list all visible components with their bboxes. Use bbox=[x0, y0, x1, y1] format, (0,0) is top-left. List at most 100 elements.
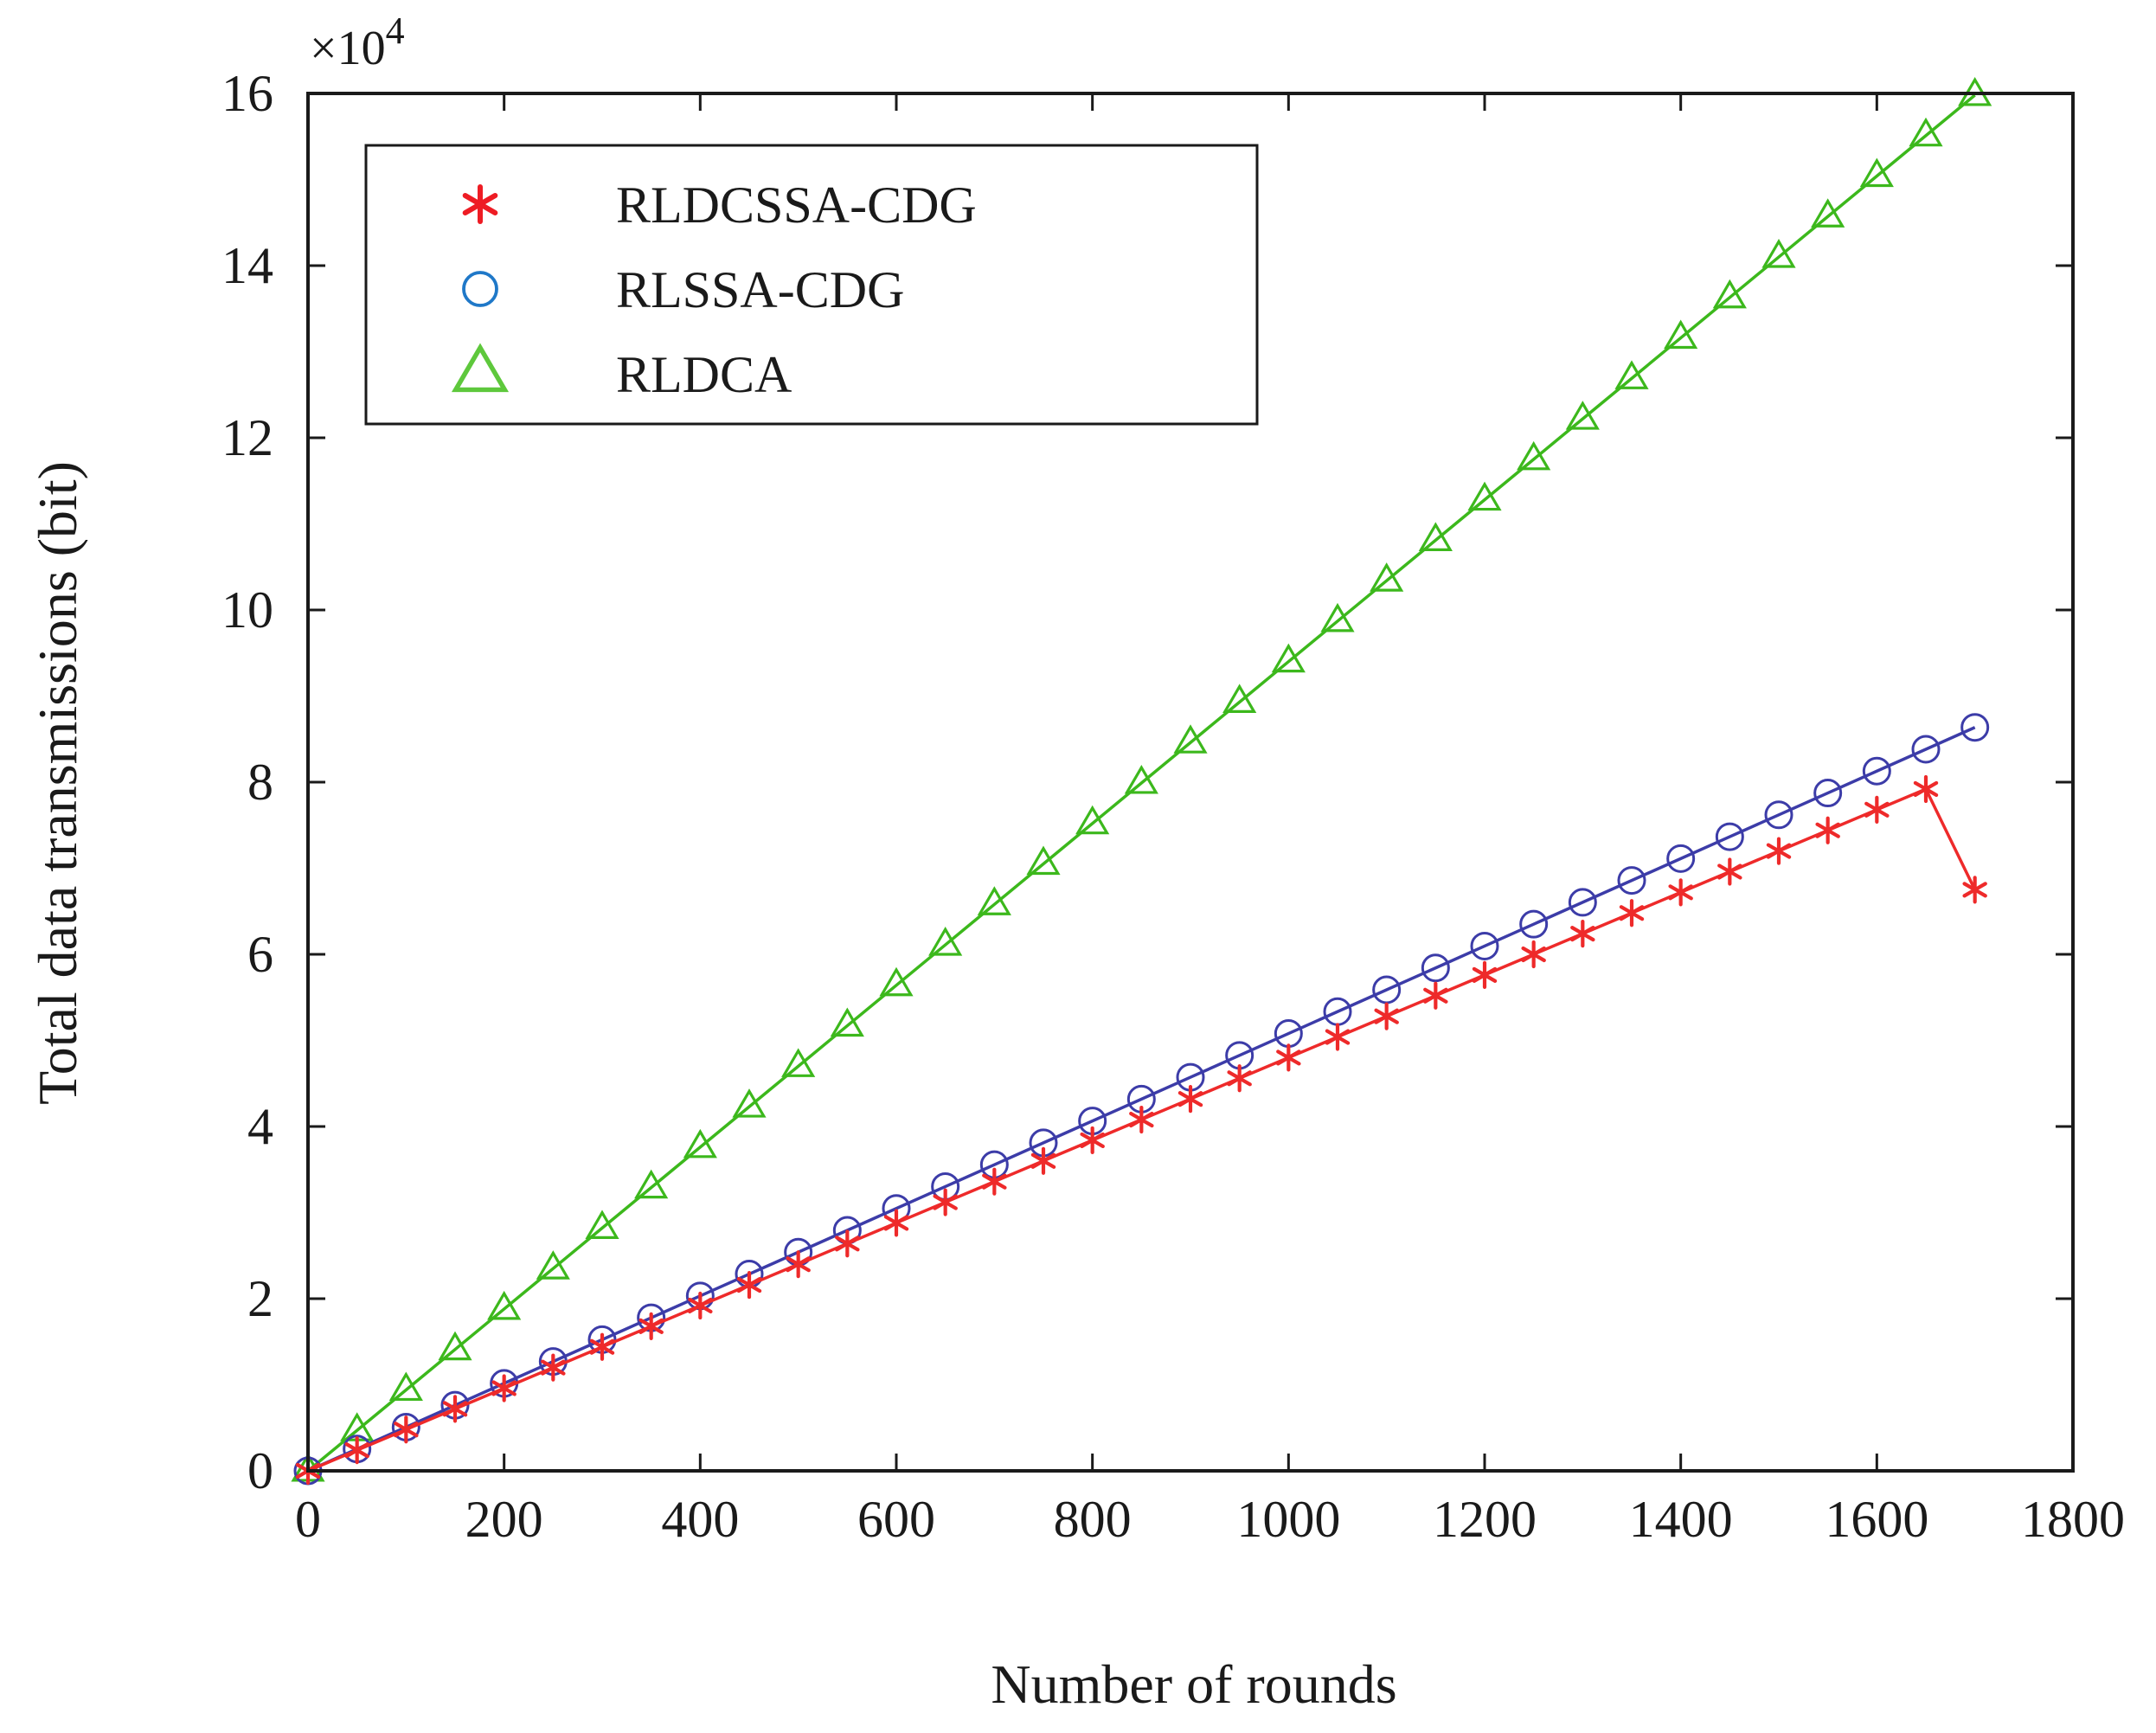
asterisk-stroke bbox=[1521, 946, 1546, 963]
data-point-triangle bbox=[928, 927, 963, 956]
data-point-asterisk bbox=[1864, 795, 1890, 824]
legend-entry: RLSSA-CDG bbox=[462, 261, 904, 318]
asterisk-stroke bbox=[1227, 1070, 1252, 1087]
legend-label: RLDCSSA-CDG bbox=[616, 177, 977, 234]
data-point-triangle bbox=[1614, 360, 1649, 389]
data-point-triangle bbox=[1859, 157, 1894, 188]
series-rldca bbox=[291, 76, 1992, 1482]
data-point-triangle bbox=[634, 1169, 669, 1199]
asterisk-stroke bbox=[1815, 822, 1840, 838]
data-point-triangle bbox=[1664, 319, 1698, 350]
data-point-triangle bbox=[1222, 684, 1257, 714]
axes: 0 200 400 600 800 1000 1200 1400 1600 1800 0 2 4 6 8 10… bbox=[221, 65, 2125, 1548]
asterisk-stroke bbox=[1668, 884, 1693, 901]
data-point-triangle bbox=[1811, 198, 1845, 228]
y-tick-label: 16 bbox=[221, 65, 273, 122]
data-point-asterisk bbox=[442, 1395, 468, 1423]
asterisk-stroke bbox=[835, 1236, 860, 1252]
asterisk-stroke bbox=[982, 1173, 1007, 1190]
data-point-asterisk bbox=[1177, 1085, 1203, 1114]
asterisk-stroke bbox=[1080, 1132, 1105, 1149]
y-tick-label: 6 bbox=[247, 926, 273, 983]
data-point-triangle bbox=[1271, 643, 1306, 673]
data-point-triangle bbox=[1712, 279, 1747, 309]
x-axis-title: Number of rounds bbox=[991, 1653, 1396, 1715]
y-tick-label: 14 bbox=[221, 237, 273, 294]
data-point-asterisk bbox=[541, 1353, 566, 1382]
asterisk-stroke bbox=[1177, 1091, 1203, 1107]
legend-entry: RLDCSSA-CDG bbox=[462, 177, 977, 234]
y-axis-title: Total data transmissions (bit) bbox=[27, 461, 88, 1105]
data-point-asterisk bbox=[1962, 876, 1987, 904]
data-point-circle bbox=[462, 271, 498, 307]
data-point-asterisk bbox=[933, 1188, 958, 1216]
data-point-triangle bbox=[1173, 724, 1208, 754]
data-point-triangle bbox=[977, 886, 1011, 915]
x-tick-label: 800 bbox=[1054, 1491, 1132, 1548]
data-point-triangle bbox=[487, 1290, 522, 1320]
x-tick-label: 0 bbox=[295, 1491, 321, 1548]
series-line bbox=[307, 726, 1976, 1473]
x-tick-label: 1800 bbox=[2021, 1491, 2125, 1548]
data-point-circle bbox=[1764, 800, 1793, 830]
data-point-triangle bbox=[1124, 764, 1158, 794]
data-point-asterisk bbox=[1374, 1002, 1399, 1030]
asterisk-stroke bbox=[589, 1338, 615, 1355]
y-tick-label: 8 bbox=[247, 754, 273, 811]
asterisk-stroke bbox=[442, 1401, 468, 1417]
data-point-triangle bbox=[879, 966, 914, 997]
asterisk-stroke bbox=[1030, 1152, 1056, 1169]
data-point-asterisk bbox=[394, 1415, 419, 1444]
legend-entry: RLDCA bbox=[451, 343, 792, 403]
data-point-triangle bbox=[1761, 239, 1796, 268]
data-point-asterisk bbox=[462, 184, 498, 224]
data-point-triangle bbox=[830, 1007, 864, 1037]
data-point-circle bbox=[1617, 866, 1646, 895]
data-point-circle bbox=[1862, 756, 1891, 786]
data-point-triangle bbox=[585, 1210, 619, 1239]
asterisk-stroke bbox=[462, 193, 498, 215]
asterisk-stroke bbox=[1717, 863, 1742, 880]
data-point-asterisk bbox=[344, 1436, 369, 1465]
asterisk-stroke bbox=[1129, 1111, 1154, 1128]
asterisk-stroke bbox=[1570, 926, 1595, 942]
data-point-asterisk bbox=[1227, 1064, 1252, 1093]
data-point-circle bbox=[1519, 909, 1549, 939]
series-line bbox=[306, 93, 1976, 1473]
asterisk-stroke bbox=[344, 1442, 369, 1459]
plot-frame bbox=[306, 92, 2075, 1473]
asterisk-stroke bbox=[1325, 1029, 1351, 1045]
data-point-asterisk bbox=[589, 1332, 615, 1361]
data-point-circle bbox=[1666, 844, 1696, 873]
data-point-triangle bbox=[536, 1250, 570, 1280]
x-tick-label: 1400 bbox=[1629, 1491, 1733, 1548]
asterisk-stroke bbox=[1864, 801, 1890, 818]
data-point-asterisk bbox=[1423, 981, 1448, 1010]
data-point-triangle bbox=[1467, 481, 1502, 511]
data-point-asterisk bbox=[688, 1291, 713, 1320]
data-point-triangle bbox=[1517, 440, 1551, 471]
data-point-asterisk bbox=[1472, 960, 1498, 989]
y-multiplier-label: ×104 bbox=[310, 10, 405, 75]
asterisk-stroke bbox=[638, 1318, 664, 1334]
data-point-asterisk bbox=[1521, 940, 1546, 969]
data-point-circle bbox=[1470, 931, 1499, 960]
asterisk-stroke bbox=[933, 1194, 958, 1210]
asterisk-stroke bbox=[394, 1422, 419, 1438]
data-point-triangle bbox=[1565, 401, 1600, 430]
x-tick-label: 600 bbox=[857, 1491, 935, 1548]
y-tick-label: 10 bbox=[221, 581, 273, 639]
data-point-triangle bbox=[1026, 845, 1061, 876]
legend-label: RLDCA bbox=[616, 346, 792, 403]
asterisk-stroke bbox=[1423, 987, 1448, 1004]
data-point-asterisk bbox=[883, 1209, 909, 1237]
y-tick-label: 2 bbox=[247, 1270, 273, 1327]
y-multiplier-base: ×10 bbox=[310, 22, 386, 75]
data-point-triangle bbox=[781, 1048, 816, 1077]
data-point-asterisk bbox=[1030, 1146, 1056, 1175]
data-point-asterisk bbox=[1325, 1023, 1351, 1051]
data-point-asterisk bbox=[1276, 1043, 1301, 1072]
data-point-asterisk bbox=[1815, 816, 1840, 844]
x-tick-label: 200 bbox=[465, 1491, 543, 1548]
